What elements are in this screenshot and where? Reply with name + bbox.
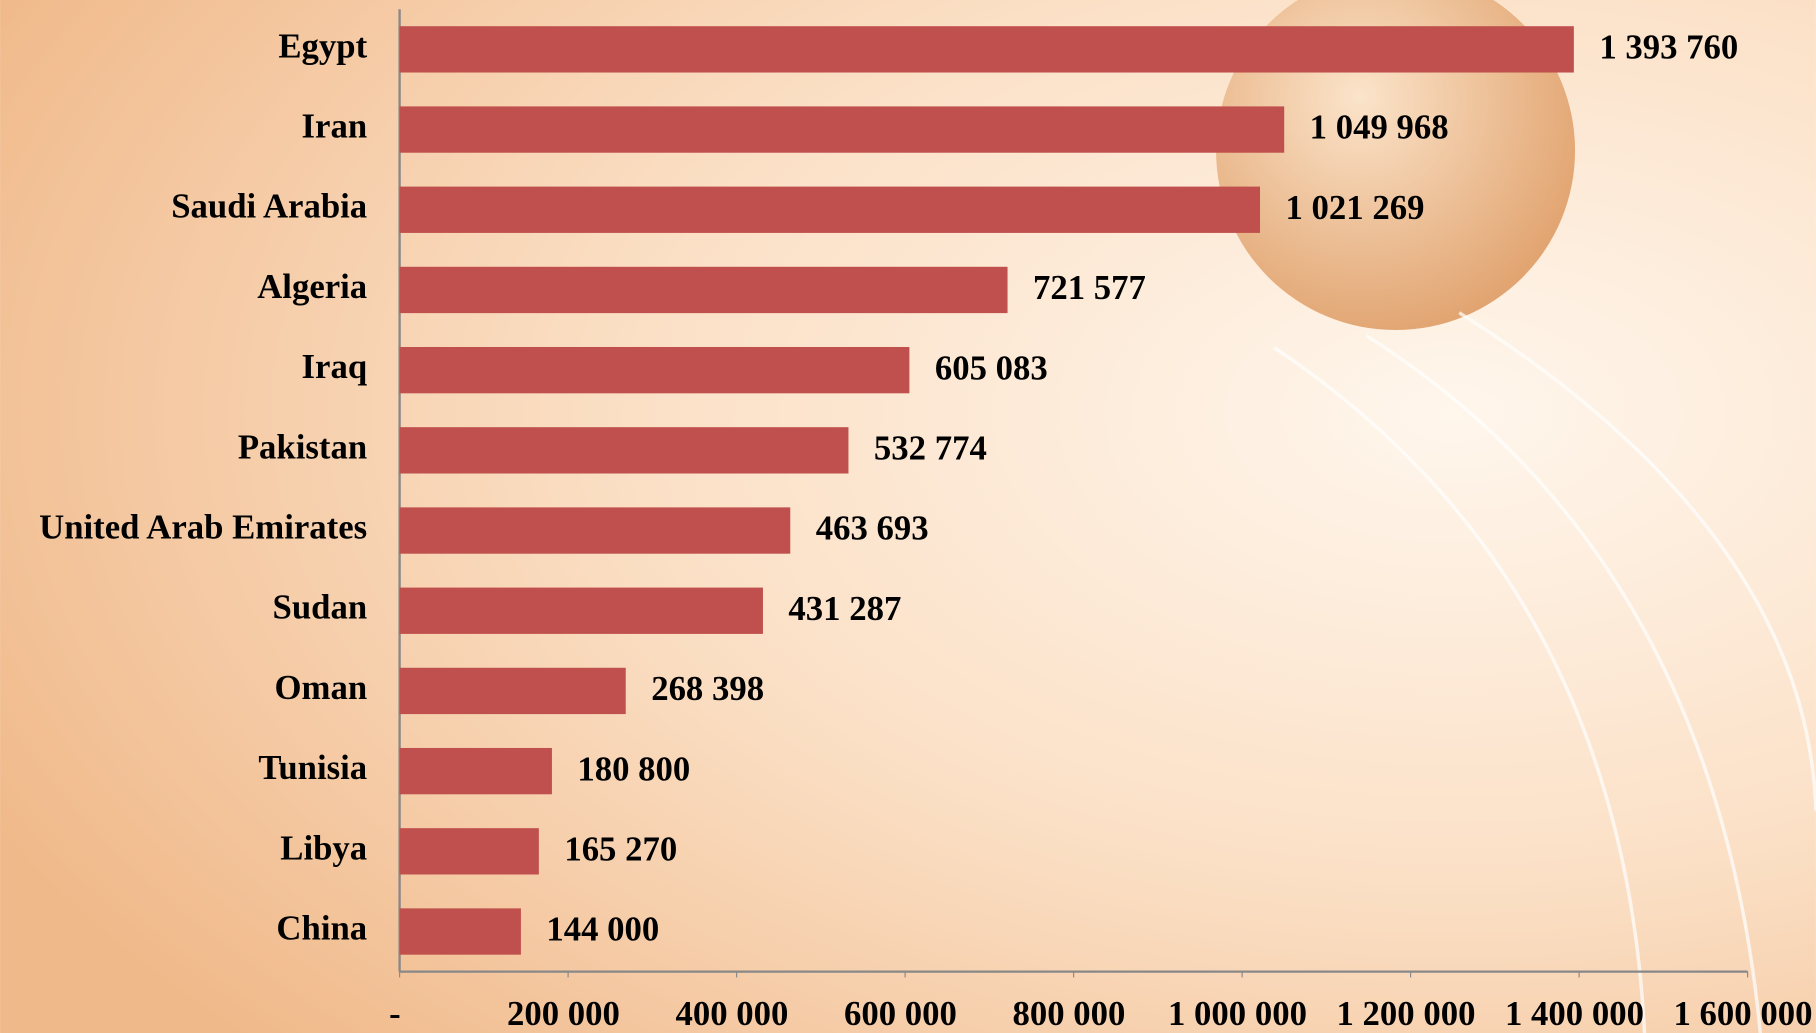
value-label: 463 693 [816,509,929,548]
value-label: 1 049 968 [1310,108,1449,147]
x-tick-label: - [389,994,401,1033]
value-label: 532 774 [874,428,987,467]
bar [399,908,521,955]
bar [399,507,791,554]
y-tick-label: Egypt [278,26,367,65]
value-label: 1 021 269 [1286,188,1425,227]
bar [399,266,1008,314]
value-label: 144 000 [546,910,659,949]
y-tick-label: Saudi Arabia [171,187,367,226]
x-tick-label: 200 000 [507,994,620,1033]
bar [399,427,849,474]
y-tick-label: Iran [302,107,368,146]
x-tick-label: 600 000 [844,994,957,1033]
y-tick-label: China [276,908,367,947]
y-tick-label: Algeria [257,267,367,306]
globe-decoration [1216,0,1575,330]
y-tick-label: Libya [280,828,367,867]
x-tick-label: 1 200 000 [1337,994,1476,1033]
y-tick-label: Pakistan [238,427,367,466]
x-tick-label: 800 000 [1013,994,1126,1033]
bar [399,106,1285,153]
bar [399,587,763,634]
x-tick-label: 1 400 000 [1505,994,1644,1033]
value-label: 721 577 [1033,268,1146,307]
bar [399,828,539,875]
value-label: 180 800 [577,749,690,788]
y-tick-label: Oman [275,668,368,707]
x-tick-label: 1 000 000 [1168,994,1307,1033]
bar [399,26,1574,73]
value-label: 165 270 [564,829,677,868]
arc-decoration [1272,311,1816,1033]
bar [399,747,552,795]
y-tick-label: Tunisia [258,748,367,787]
bar [399,346,910,394]
y-tick-label: United Arab Emirates [39,508,367,547]
x-tick-label: 1 600 000 [1674,994,1813,1033]
value-label: 1 393 760 [1599,27,1738,66]
y-tick-label: Iraq [302,347,368,386]
bar [399,667,626,715]
y-tick-label: Sudan [273,588,368,627]
x-tick-label: 400 000 [676,994,789,1033]
value-label: 268 398 [651,669,764,708]
bar [399,186,1261,233]
value-label: 605 083 [935,348,1048,387]
value-label: 431 287 [788,589,901,628]
